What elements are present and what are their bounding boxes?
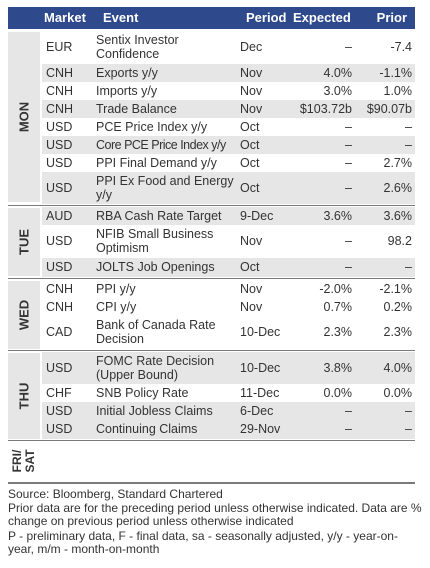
day-label-wed: WED [8,281,40,349]
table-row: USD JOLTS Job Openings Oct – – [42,258,415,277]
table-row: USD Initial Jobless Claims 6-Dec – – [42,402,415,420]
header-event: Event [103,10,139,25]
table-row: USD PPI Ex Food and Energy y/y Oct – 2.6… [42,172,415,204]
table-row: CAD Bank of Canada Rate Decision 10-Dec … [46,318,412,346]
day-separator [8,440,415,441]
header-prior: Prior [376,10,407,25]
table-row: CNH Trade Balance Nov $103.72b $90.07b [42,100,415,118]
table-row: USD NFIB Small Business Optimism Nov – 9… [46,227,412,255]
table-row: USD Core PCE Price Index y/y Oct – – [42,136,415,154]
header-expected: Expected [293,10,351,25]
day-label-mon: MON [8,32,40,202]
header-period: Period [246,10,287,25]
table-row: CNH CPI y/y Nov 0.7% 0.2% [46,300,412,314]
table-row: USD Continuing Claims 29-Nov – – [42,420,415,439]
table-row: USD PCE Price Index y/y Oct – – [46,120,412,134]
table-row: CNH Exports y/y Nov 4.0% -1.1% [42,64,415,82]
day-label-tue: TUE [8,208,40,276]
table-header: Market Event Period Expected Prior [8,7,415,29]
table-row: USD FOMC Rate Decision (Upper Bound) 10-… [42,352,415,384]
day-label-frisat: FRI/ SAT [8,442,40,480]
footer-abbreviations: P - preliminary data, F - final data, sa… [8,529,398,556]
table-row: CNH Imports y/y Nov 3.0% 1.0% [46,84,412,98]
day-separator [8,205,415,206]
header-market: Market [44,10,86,25]
table-row: USD PPI Final Demand y/y Oct – 2.7% [46,156,412,170]
table-bottom-rule [8,482,415,484]
table-row: EUR Sentix Investor Confidence Dec – -7.… [46,33,412,61]
day-separator [8,350,415,351]
day-separator [8,278,415,279]
footer-source: Source: Bloomberg, Standard Chartered [8,487,223,501]
table-row: CNH PPI y/y Nov -2.0% -2.1% [46,282,412,296]
day-label-thu: THU [8,353,40,439]
table-row: AUD RBA Cash Rate Target 9-Dec 3.6% 3.6% [42,207,415,225]
footer-note: Prior data are for the preceding period … [8,501,422,528]
table-row: CHF SNB Policy Rate 11-Dec 0.0% 0.0% [46,386,412,400]
